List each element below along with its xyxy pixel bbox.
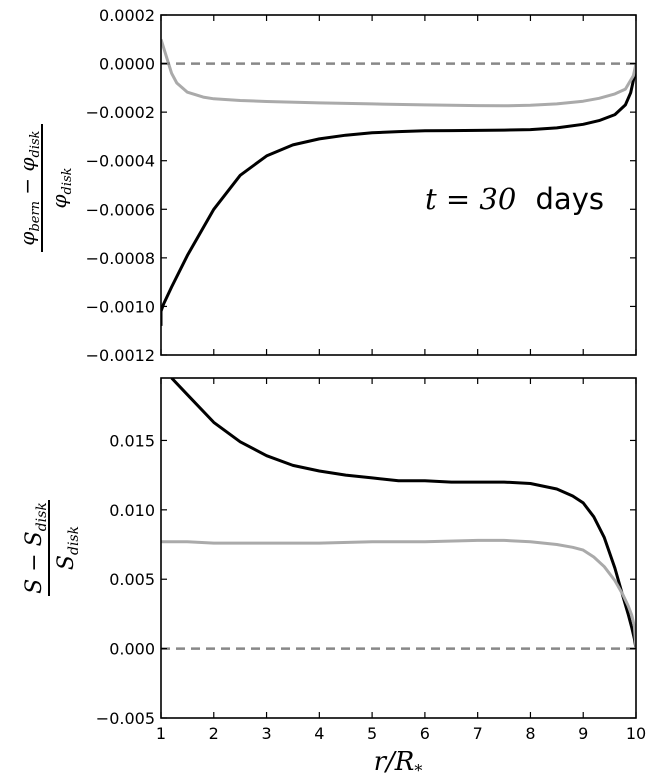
bottom-xlabel: r/R* (374, 747, 423, 776)
bottom-y-tick-label: 0.000 (109, 640, 155, 659)
top-y-tick-label: −0.0008 (86, 249, 155, 268)
bottom-x-tick-label: 8 (525, 724, 535, 743)
top-y-tick-label: −0.0002 (86, 103, 155, 122)
top-ylabel: φbern − φdisk φdisk (15, 124, 75, 252)
bottom-x-tick-label: 5 (367, 724, 377, 743)
bottom-ylabel: S − Sdisk Sdisk (22, 500, 82, 596)
bottom-ylabel-numerator: S − Sdisk (22, 502, 50, 594)
bottom-x-tick-label: 10 (626, 724, 646, 743)
bottom-axes-group: 1 2 3 4 5 6 7 8 9 10 0.015 0.010 0.005 0.000 −0.005 (96, 377, 646, 743)
top-y-tick-label: 0.0002 (99, 6, 155, 25)
bottom-y-tick-label: −0.005 (96, 709, 155, 728)
top-y-tick-label: 0.0000 (99, 55, 155, 74)
annotation-time: t = 30 days (425, 182, 604, 216)
top-axes-group: 0.0002 0.0000 −0.0002 −0.0004 −0.0006 −0.0008… (86, 6, 637, 365)
bottom-y-tick-label: 0.005 (109, 570, 155, 589)
bottom-x-tick-label: 7 (473, 724, 483, 743)
top-panel: 0.0002 0.0000 −0.0002 −0.0004 −0.0006 −0.0008… (15, 6, 637, 365)
bottom-x-tick-label: 9 (578, 724, 588, 743)
bottom-panel: 1 2 3 4 5 6 7 8 9 10 0.015 0.010 0.005 0.000 −0.005 S … (22, 377, 646, 776)
top-series-group (161, 38, 636, 326)
bottom-axes-frame (160, 377, 637, 719)
top-ylabel-numerator: φbern − φdisk (15, 130, 43, 245)
bottom-y-tick-label: 0.015 (109, 431, 155, 450)
top-series-line-black (161, 63, 636, 326)
bottom-x-tick-label: 6 (420, 724, 430, 743)
annotation-text: days (536, 182, 604, 216)
top-y-tick-label: −0.0010 (86, 297, 155, 316)
top-ylabel-denominator: φdisk (47, 167, 75, 208)
annotation-math: t = 30 (425, 182, 516, 216)
top-y-tick-label: −0.0006 (86, 200, 155, 219)
top-y-tick-label: −0.0004 (86, 152, 155, 171)
bottom-series-line-gray (161, 538, 636, 649)
top-series-line-gray (161, 38, 636, 108)
bottom-x-tick-label: 2 (209, 724, 219, 743)
bottom-ylabel-denominator: Sdisk (54, 526, 82, 570)
top-y-tick-label: −0.0012 (86, 346, 155, 365)
bottom-x-tick-label: 1 (156, 724, 166, 743)
bottom-x-tick-label: 3 (261, 724, 271, 743)
bottom-x-tick-label: 4 (314, 724, 324, 743)
bottom-series-line-black (170, 378, 636, 649)
bottom-y-tick-label: 0.010 (109, 501, 155, 520)
bottom-series-group (161, 378, 636, 650)
top-axes-frame (160, 14, 637, 356)
